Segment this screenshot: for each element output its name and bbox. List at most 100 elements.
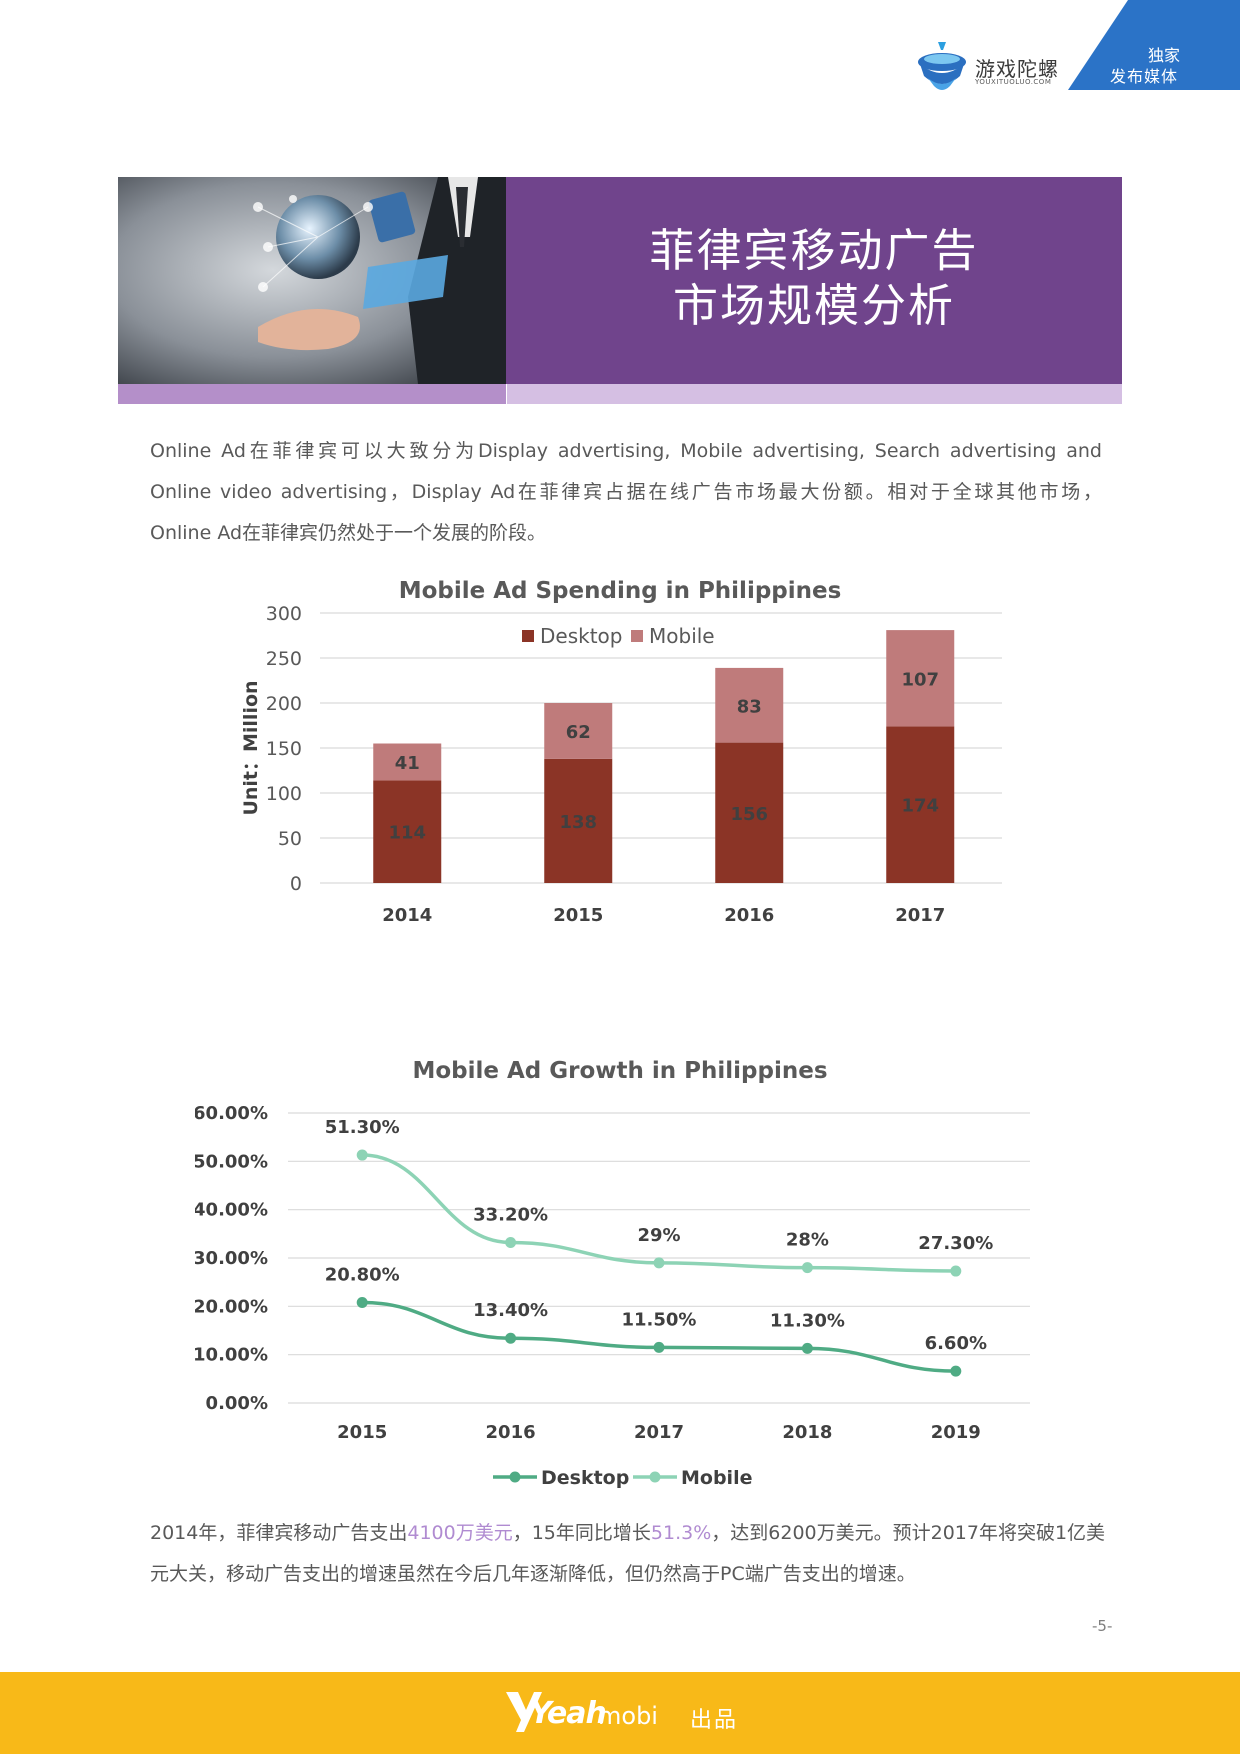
chart1-bar-mobile-2015	[544, 703, 613, 759]
chart1-x-tick-label: 2016	[724, 905, 774, 926]
chart1-legend-swatch-desktop	[522, 630, 534, 642]
chart2-point-mobile	[505, 1237, 517, 1249]
chart2-y-tick-label: 40.00%	[195, 1200, 268, 1221]
chart1-x-tick-label: 2015	[553, 905, 603, 926]
chart1-data-label: 138	[559, 812, 597, 833]
chart1-y-tick-label: 100	[266, 783, 302, 805]
chart2-y-tick-label: 20.00%	[195, 1296, 268, 1317]
spending-bar-chart: Mobile Ad Spending in Philippines Desktop…	[240, 578, 1002, 926]
chart2-point-mobile	[801, 1262, 813, 1274]
chart2-y-tick-label: 50.00%	[195, 1151, 268, 1172]
summary-highlight-amount: 4100万美元	[407, 1522, 513, 1544]
footer-bar: Yeah mobi 出品	[0, 1672, 1240, 1754]
chart1-data-label: 62	[566, 722, 591, 743]
chart1-x-tick-label: 2017	[895, 905, 945, 926]
chart2-data-label: 13.40%	[473, 1300, 548, 1321]
banner-strip-right	[507, 384, 1122, 404]
chart2-point-mobile	[950, 1265, 962, 1277]
chart2-point-desktop	[653, 1341, 665, 1353]
growth-line-chart: Mobile Ad Growth in Philippines 0.00% 10.0…	[195, 1058, 1030, 1489]
chart2-y-tick-label: 10.00%	[195, 1345, 268, 1366]
chart2-title: Mobile Ad Growth in Philippines	[412, 1058, 827, 1084]
chart2-legend-marker-desktop	[509, 1471, 521, 1483]
chart1-bar-desktop-2015	[544, 758, 613, 883]
chart1-y-tick-label: 150	[266, 738, 302, 760]
chart2-point-mobile	[356, 1149, 368, 1161]
chart1-y-tick-label: 50	[278, 828, 302, 850]
chart2-point-desktop	[801, 1342, 813, 1354]
chart1-y-tick-label: 300	[266, 603, 302, 625]
chart2-x-tick-label: 2019	[931, 1422, 981, 1443]
chart2-y-tick-label: 30.00%	[195, 1248, 268, 1269]
title-line-2: 市场规模分析	[672, 279, 955, 332]
page-number: -5-	[1092, 1617, 1113, 1635]
chart2-legend-label-mobile: Mobile	[681, 1467, 752, 1489]
banner-image	[118, 177, 506, 384]
chart2-x-tick-label: 2016	[486, 1422, 536, 1443]
chart2-point-desktop	[505, 1332, 517, 1344]
intro-line-2: Online video advertising，Display Ad在菲律宾占…	[150, 481, 1102, 503]
chart2-point-desktop	[950, 1365, 962, 1377]
chart2-data-label: 33.20%	[473, 1205, 548, 1226]
chart2-point-desktop	[356, 1296, 368, 1308]
corner-text-exclusive: 独家	[1148, 46, 1181, 65]
banner-strip-left	[118, 384, 506, 404]
intro-paragraph: Online Ad在菲律宾可以大致分为Display advertising, …	[150, 431, 1102, 554]
chart2-data-label: 11.50%	[622, 1309, 697, 1330]
chart1-title: Mobile Ad Spending in Philippines	[399, 578, 842, 604]
chart2-y-tick-label: 0.00%	[206, 1393, 268, 1414]
chart1-y-tick-label: 0	[290, 873, 302, 895]
chart1-bar-mobile-2014	[373, 743, 442, 781]
chart1-legend-swatch-mobile	[631, 630, 643, 642]
footer-produced-label: 出品	[690, 1708, 739, 1733]
chart2-legend-marker-mobile	[649, 1471, 661, 1483]
chart2-data-label: 11.30%	[770, 1310, 845, 1331]
spinning-top-logo-icon	[918, 42, 966, 90]
chart1-data-label: 114	[388, 823, 426, 844]
logo-name: 游戏陀螺	[975, 57, 1059, 81]
chart2-point-mobile	[653, 1257, 665, 1269]
chart1-data-label: 156	[730, 804, 768, 825]
chart2-y-tick-label: 60.00%	[195, 1103, 268, 1124]
summary-text-1: 2014年，菲律宾移动广告支出	[150, 1522, 408, 1544]
chart1-bar-mobile-2016	[715, 667, 784, 743]
chart2-x-tick-label: 2015	[337, 1422, 387, 1443]
footer-brand-mobi: mobi	[598, 1702, 658, 1730]
chart2-legend-label-desktop: Desktop	[541, 1467, 629, 1489]
chart1-bar-desktop-2017	[886, 726, 955, 883]
chart1-y-axis-label: Unit：Million	[240, 680, 262, 815]
page-title: 菲律宾移动广告 市场规模分析	[506, 223, 1122, 333]
summary-text-2: ，15年同比增长	[512, 1522, 651, 1544]
summary-text-3: ，达到6200万美元。预计2017年将突破1亿美元大关，移动广告支出的增速虽然在…	[150, 1522, 1106, 1585]
corner-ribbon	[1068, 0, 1240, 90]
chart2-x-tick-label: 2018	[782, 1422, 832, 1443]
chart2-data-label: 29%	[637, 1225, 680, 1246]
summary-paragraph: 2014年，菲律宾移动广告支出4100万美元，15年同比增长51.3%，达到62…	[150, 1513, 1110, 1595]
chart1-bar-desktop-2014	[373, 780, 442, 883]
title-line-1: 菲律宾移动广告	[649, 224, 979, 277]
chart2-x-tick-label: 2017	[634, 1422, 684, 1443]
chart1-y-tick-label: 200	[266, 693, 302, 715]
corner-text-publisher: 发布媒体	[1110, 67, 1179, 86]
logo-youxituoluo: 游戏陀螺 YOUXITUOLUO.COM	[916, 40, 1066, 96]
chart1-data-label: 174	[901, 796, 939, 817]
chart1-data-label: 83	[737, 696, 762, 717]
footer-brand-yeah: Yeah	[530, 1696, 607, 1731]
chart2-data-label: 6.60%	[925, 1333, 987, 1354]
chart1-data-label: 107	[901, 669, 939, 690]
chart1-data-label: 41	[395, 753, 420, 774]
chart2-data-label: 27.30%	[918, 1233, 993, 1254]
yeahmobi-y-icon	[506, 1692, 542, 1732]
chart2-data-label: 20.80%	[325, 1264, 400, 1285]
chart1-bar-mobile-2017	[886, 630, 955, 727]
summary-highlight-growth: 51.3%	[650, 1522, 712, 1544]
chart2-data-label: 51.30%	[325, 1117, 400, 1138]
intro-line-3: Online Ad在菲律宾仍然处于一个发展的阶段。	[150, 522, 547, 544]
chart1-legend-label-desktop: Desktop	[540, 624, 622, 648]
chart1-x-tick-label: 2014	[382, 905, 432, 926]
chart2-line-mobile	[362, 1153, 956, 1273]
intro-line-1: Online Ad在菲律宾可以大致分为Display advertising, …	[150, 440, 1102, 462]
chart1-y-tick-label: 250	[266, 648, 302, 670]
banner-title-box: 菲律宾移动广告 市场规模分析	[506, 177, 1122, 384]
chart1-legend-label-mobile: Mobile	[649, 624, 715, 648]
